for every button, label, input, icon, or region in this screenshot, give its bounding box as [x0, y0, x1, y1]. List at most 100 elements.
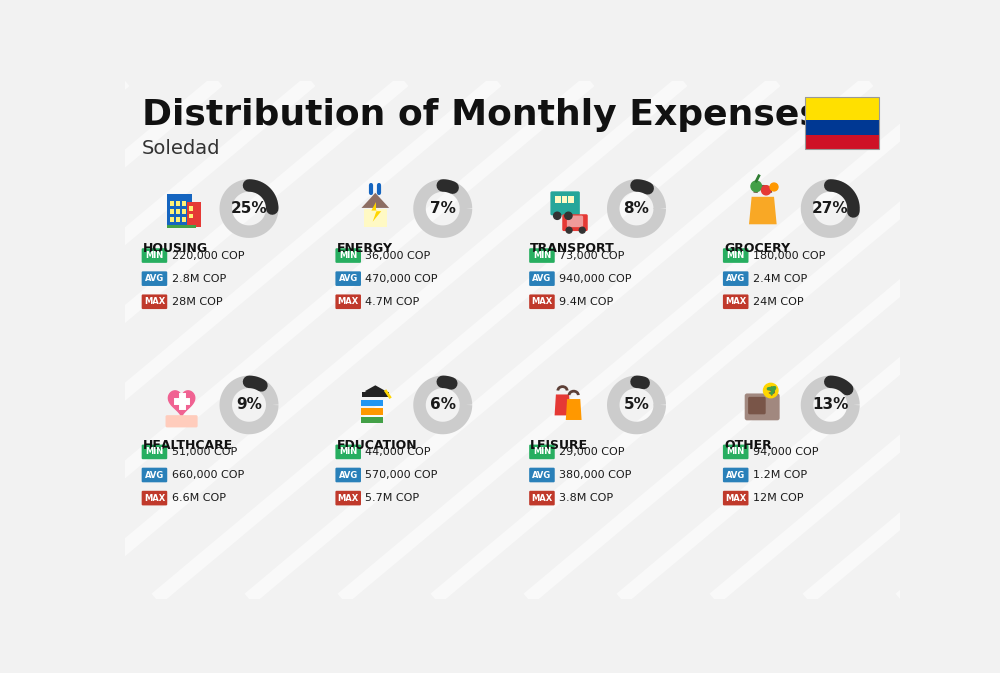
FancyBboxPatch shape — [335, 468, 361, 483]
Text: AVG: AVG — [726, 274, 745, 283]
Text: 180,000 COP: 180,000 COP — [753, 250, 825, 260]
Polygon shape — [371, 202, 381, 221]
Text: MIN: MIN — [339, 251, 357, 260]
Text: 13%: 13% — [812, 398, 848, 413]
FancyBboxPatch shape — [361, 400, 383, 406]
FancyBboxPatch shape — [142, 248, 167, 263]
FancyBboxPatch shape — [745, 394, 780, 421]
FancyBboxPatch shape — [170, 217, 174, 221]
Text: $: $ — [767, 386, 775, 396]
Text: 5.7M COP: 5.7M COP — [365, 493, 419, 503]
Text: 3.8M COP: 3.8M COP — [559, 493, 613, 503]
FancyBboxPatch shape — [529, 468, 555, 483]
Text: LEISURE: LEISURE — [530, 439, 588, 452]
FancyBboxPatch shape — [529, 294, 555, 309]
Text: 36,000 COP: 36,000 COP — [365, 250, 430, 260]
FancyBboxPatch shape — [142, 445, 167, 459]
Text: 94,000 COP: 94,000 COP — [753, 447, 818, 457]
Circle shape — [579, 227, 585, 233]
Text: AVG: AVG — [145, 274, 164, 283]
Text: 51,000 COP: 51,000 COP — [172, 447, 237, 457]
FancyBboxPatch shape — [176, 201, 180, 206]
FancyBboxPatch shape — [170, 209, 174, 214]
Text: AVG: AVG — [339, 274, 358, 283]
FancyBboxPatch shape — [568, 196, 574, 203]
Circle shape — [566, 227, 572, 233]
Text: 28M COP: 28M COP — [172, 297, 222, 307]
Circle shape — [565, 212, 572, 219]
Text: AVG: AVG — [145, 470, 164, 479]
Text: GROCERY: GROCERY — [724, 242, 790, 256]
FancyBboxPatch shape — [182, 201, 186, 206]
Text: MAX: MAX — [144, 297, 165, 306]
Text: MAX: MAX — [338, 297, 359, 306]
FancyBboxPatch shape — [567, 215, 583, 227]
Text: ENERGY: ENERGY — [337, 242, 393, 256]
Circle shape — [770, 183, 778, 191]
FancyBboxPatch shape — [187, 202, 201, 227]
Text: 570,000 COP: 570,000 COP — [365, 470, 438, 480]
FancyBboxPatch shape — [167, 225, 196, 228]
FancyBboxPatch shape — [723, 445, 748, 459]
Text: 6%: 6% — [430, 398, 456, 413]
Text: 660,000 COP: 660,000 COP — [172, 470, 244, 480]
FancyBboxPatch shape — [723, 294, 748, 309]
Text: EDUCATION: EDUCATION — [337, 439, 417, 452]
FancyBboxPatch shape — [805, 97, 879, 120]
Text: MAX: MAX — [725, 493, 746, 503]
Text: 8%: 8% — [624, 201, 649, 216]
Text: 2.4M COP: 2.4M COP — [753, 274, 807, 283]
FancyBboxPatch shape — [361, 409, 383, 415]
Text: AVG: AVG — [532, 470, 552, 479]
FancyBboxPatch shape — [170, 201, 174, 206]
FancyBboxPatch shape — [176, 217, 180, 221]
Polygon shape — [365, 386, 386, 396]
Text: 4.7M COP: 4.7M COP — [365, 297, 420, 307]
FancyBboxPatch shape — [142, 294, 167, 309]
Text: MAX: MAX — [338, 493, 359, 503]
FancyBboxPatch shape — [335, 271, 361, 286]
FancyBboxPatch shape — [142, 271, 167, 286]
FancyBboxPatch shape — [748, 397, 766, 415]
FancyBboxPatch shape — [723, 491, 748, 505]
Text: MAX: MAX — [531, 297, 553, 306]
Text: MAX: MAX — [725, 297, 746, 306]
Text: MAX: MAX — [144, 493, 165, 503]
FancyBboxPatch shape — [335, 248, 361, 263]
Text: MIN: MIN — [145, 448, 164, 456]
FancyBboxPatch shape — [723, 468, 748, 483]
Polygon shape — [361, 193, 389, 208]
Text: 1.2M COP: 1.2M COP — [753, 470, 807, 480]
Circle shape — [763, 384, 778, 398]
Text: AVG: AVG — [339, 470, 358, 479]
Text: MIN: MIN — [727, 448, 745, 456]
Text: 380,000 COP: 380,000 COP — [559, 470, 631, 480]
FancyBboxPatch shape — [189, 214, 193, 219]
Text: MIN: MIN — [145, 251, 164, 260]
Text: 12M COP: 12M COP — [753, 493, 803, 503]
Text: 9.4M COP: 9.4M COP — [559, 297, 613, 307]
Text: 220,000 COP: 220,000 COP — [172, 250, 244, 260]
Text: 73,000 COP: 73,000 COP — [559, 250, 624, 260]
Circle shape — [751, 181, 762, 192]
FancyBboxPatch shape — [335, 294, 361, 309]
Polygon shape — [749, 197, 777, 224]
FancyBboxPatch shape — [562, 196, 567, 203]
FancyBboxPatch shape — [562, 214, 588, 231]
Polygon shape — [168, 391, 195, 417]
Text: Soledad: Soledad — [142, 139, 221, 157]
Text: 2.8M COP: 2.8M COP — [172, 274, 226, 283]
FancyBboxPatch shape — [529, 491, 555, 505]
FancyBboxPatch shape — [189, 206, 193, 211]
Text: MIN: MIN — [727, 251, 745, 260]
Text: 44,000 COP: 44,000 COP — [365, 447, 431, 457]
Text: AVG: AVG — [726, 470, 745, 479]
Text: TRANSPORT: TRANSPORT — [530, 242, 615, 256]
Text: MIN: MIN — [339, 448, 357, 456]
FancyBboxPatch shape — [805, 135, 879, 149]
Text: OTHER: OTHER — [724, 439, 772, 452]
Text: 29,000 COP: 29,000 COP — [559, 447, 624, 457]
Circle shape — [554, 212, 561, 219]
FancyBboxPatch shape — [362, 392, 388, 397]
Text: 5%: 5% — [624, 398, 649, 413]
